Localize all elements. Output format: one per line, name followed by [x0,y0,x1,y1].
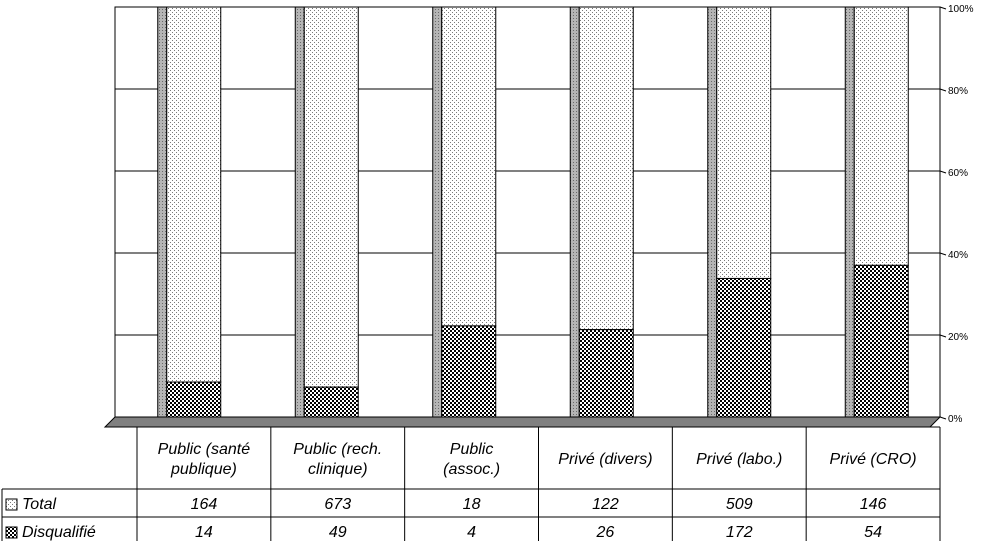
data-table-cell: 26 [596,524,615,541]
y-tick-mark [939,6,947,10]
x-category-label: Public (rech. [293,441,382,458]
bar-total-segment [303,6,359,388]
bar-group [432,6,497,418]
bar-group [294,6,359,418]
data-table-cell: 673 [324,496,351,513]
data-table-cell: 18 [463,496,481,513]
bar-side-face [432,6,443,418]
bar-side-face [157,6,168,418]
bar-disqualifie-segment [441,325,497,418]
bar-total-segment [853,6,909,266]
data-table-cell: 172 [726,524,753,541]
x-category-label: Public (santé [158,441,251,458]
bar-total-segment [166,6,222,383]
bar-total-segment [578,6,634,331]
legend-key [5,498,18,511]
bar-disqualifie-segment [166,381,222,418]
plot-back-wall [114,6,941,418]
bar-group [157,6,222,418]
bar-disqualifie-segment [578,329,634,418]
data-table-cell: 146 [860,496,887,513]
legend-entry: Total [22,496,57,513]
y-tick-mark [939,170,947,174]
bar-total-segment [716,6,772,279]
data-table-cell: 49 [329,524,347,541]
y-tick-mark [939,88,947,92]
data-table-cell: 509 [726,496,753,513]
data-table-cell: 122 [592,496,619,513]
x-category-label: Privé (labo.) [696,451,782,468]
x-category-label: Public [450,441,494,458]
legend-entry: Disqualifié [22,524,96,541]
x-category-label: (assoc.) [443,461,500,478]
x-category-label: clinique) [308,461,368,478]
y-tick-mark [939,416,947,420]
bar-side-face [844,6,855,418]
y-tick-label: 100% [948,4,974,15]
y-tick-label: 20% [948,332,968,343]
y-tick-label: 40% [948,250,968,261]
x-category-label: publique) [170,461,237,478]
bar-disqualifie-segment [716,277,772,418]
bar-group [707,6,772,418]
bar-side-face [569,6,580,418]
data-table-cell: 164 [191,496,218,513]
bar-disqualifie-segment [303,386,359,418]
plot-floor [103,416,942,428]
y-tick-label: 80% [948,86,968,97]
bar-side-face [707,6,718,418]
y-tick-label: 60% [948,168,968,179]
x-category-label: Privé (divers) [558,451,652,468]
data-table-cell: 14 [195,524,213,541]
data-table-cell: 4 [467,524,476,541]
bar-group [569,6,634,418]
bar-disqualifie-segment [853,264,909,418]
y-tick-mark [939,334,947,338]
y-tick-label: 0% [948,414,963,425]
bar-total-segment [441,6,497,327]
x-category-label: Privé (CRO) [830,451,917,468]
bar-group [844,6,909,418]
legend-key [5,526,18,539]
data-table-cell: 54 [864,524,882,541]
y-tick-mark [939,252,947,256]
bar-side-face [294,6,305,418]
